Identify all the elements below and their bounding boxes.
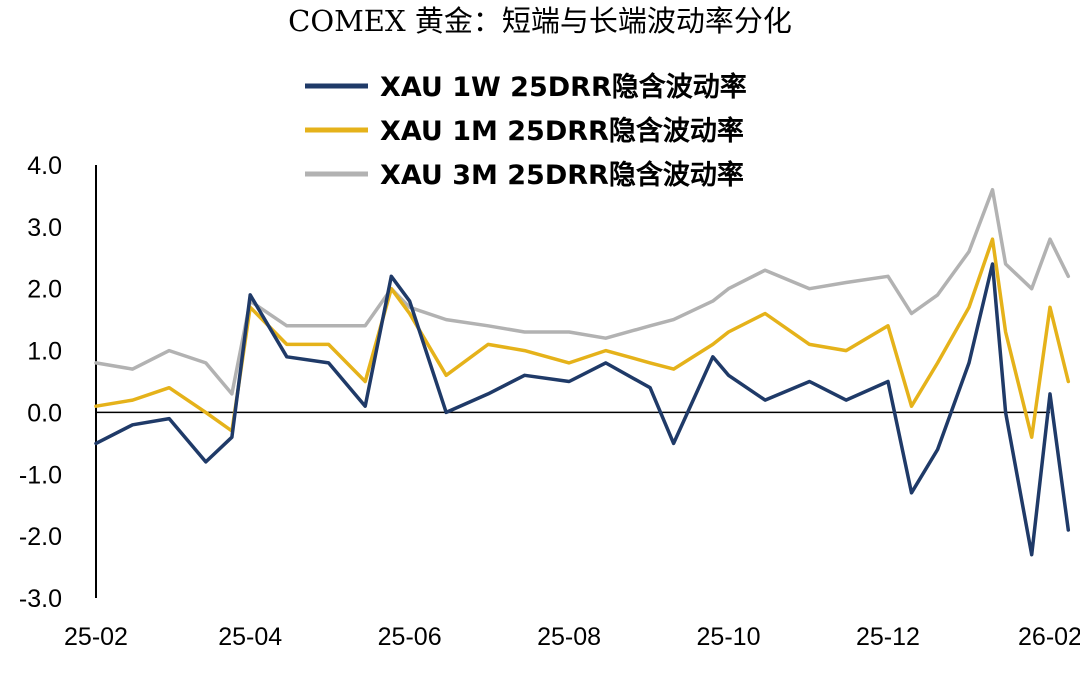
series-lines	[94, 187, 1071, 557]
series-line-1	[94, 237, 1071, 439]
y-tick-label: 4.0	[27, 152, 62, 180]
x-tick-label: 25-08	[537, 623, 601, 651]
legend-label-2: XAU 3M 25DRR隐含波动率	[380, 159, 744, 191]
y-tick-label: 2.0	[27, 276, 62, 304]
legend-label-1: XAU 1M 25DRR隐含波动率	[380, 115, 744, 147]
y-tick-label: -2.0	[19, 523, 62, 551]
x-tick-label: 26-02	[1018, 623, 1080, 651]
legend: XAU 1W 25DRR隐含波动率 XAU 1M 25DRR隐含波动率 XAU 3M…	[305, 71, 747, 191]
x-axis: 25-02 25-04 25-06 25-08 25-10 25-12 26-02	[64, 411, 1080, 651]
y-tick-label: 1.0	[27, 338, 62, 366]
y-axis: 4.0 3.0 2.0 1.0 0.0 -1.0 -2.0 -3.0	[19, 152, 97, 613]
series-line-0	[94, 262, 1071, 557]
y-tick-label: 3.0	[27, 214, 62, 242]
y-tick-label: -1.0	[19, 461, 62, 489]
legend-label-0: XAU 1W 25DRR隐含波动率	[380, 71, 747, 103]
chart-title: COMEX 黄金：短端与长端波动率分化	[288, 4, 792, 38]
x-tick-label: 25-04	[218, 623, 282, 651]
y-tick-label: 0.0	[27, 399, 62, 427]
y-tick-label: -3.0	[19, 585, 62, 613]
x-tick-label: 25-06	[378, 623, 442, 651]
x-tick-label: 25-02	[64, 623, 128, 651]
x-tick-label: 25-12	[856, 623, 920, 651]
x-tick-label: 25-10	[697, 623, 761, 651]
